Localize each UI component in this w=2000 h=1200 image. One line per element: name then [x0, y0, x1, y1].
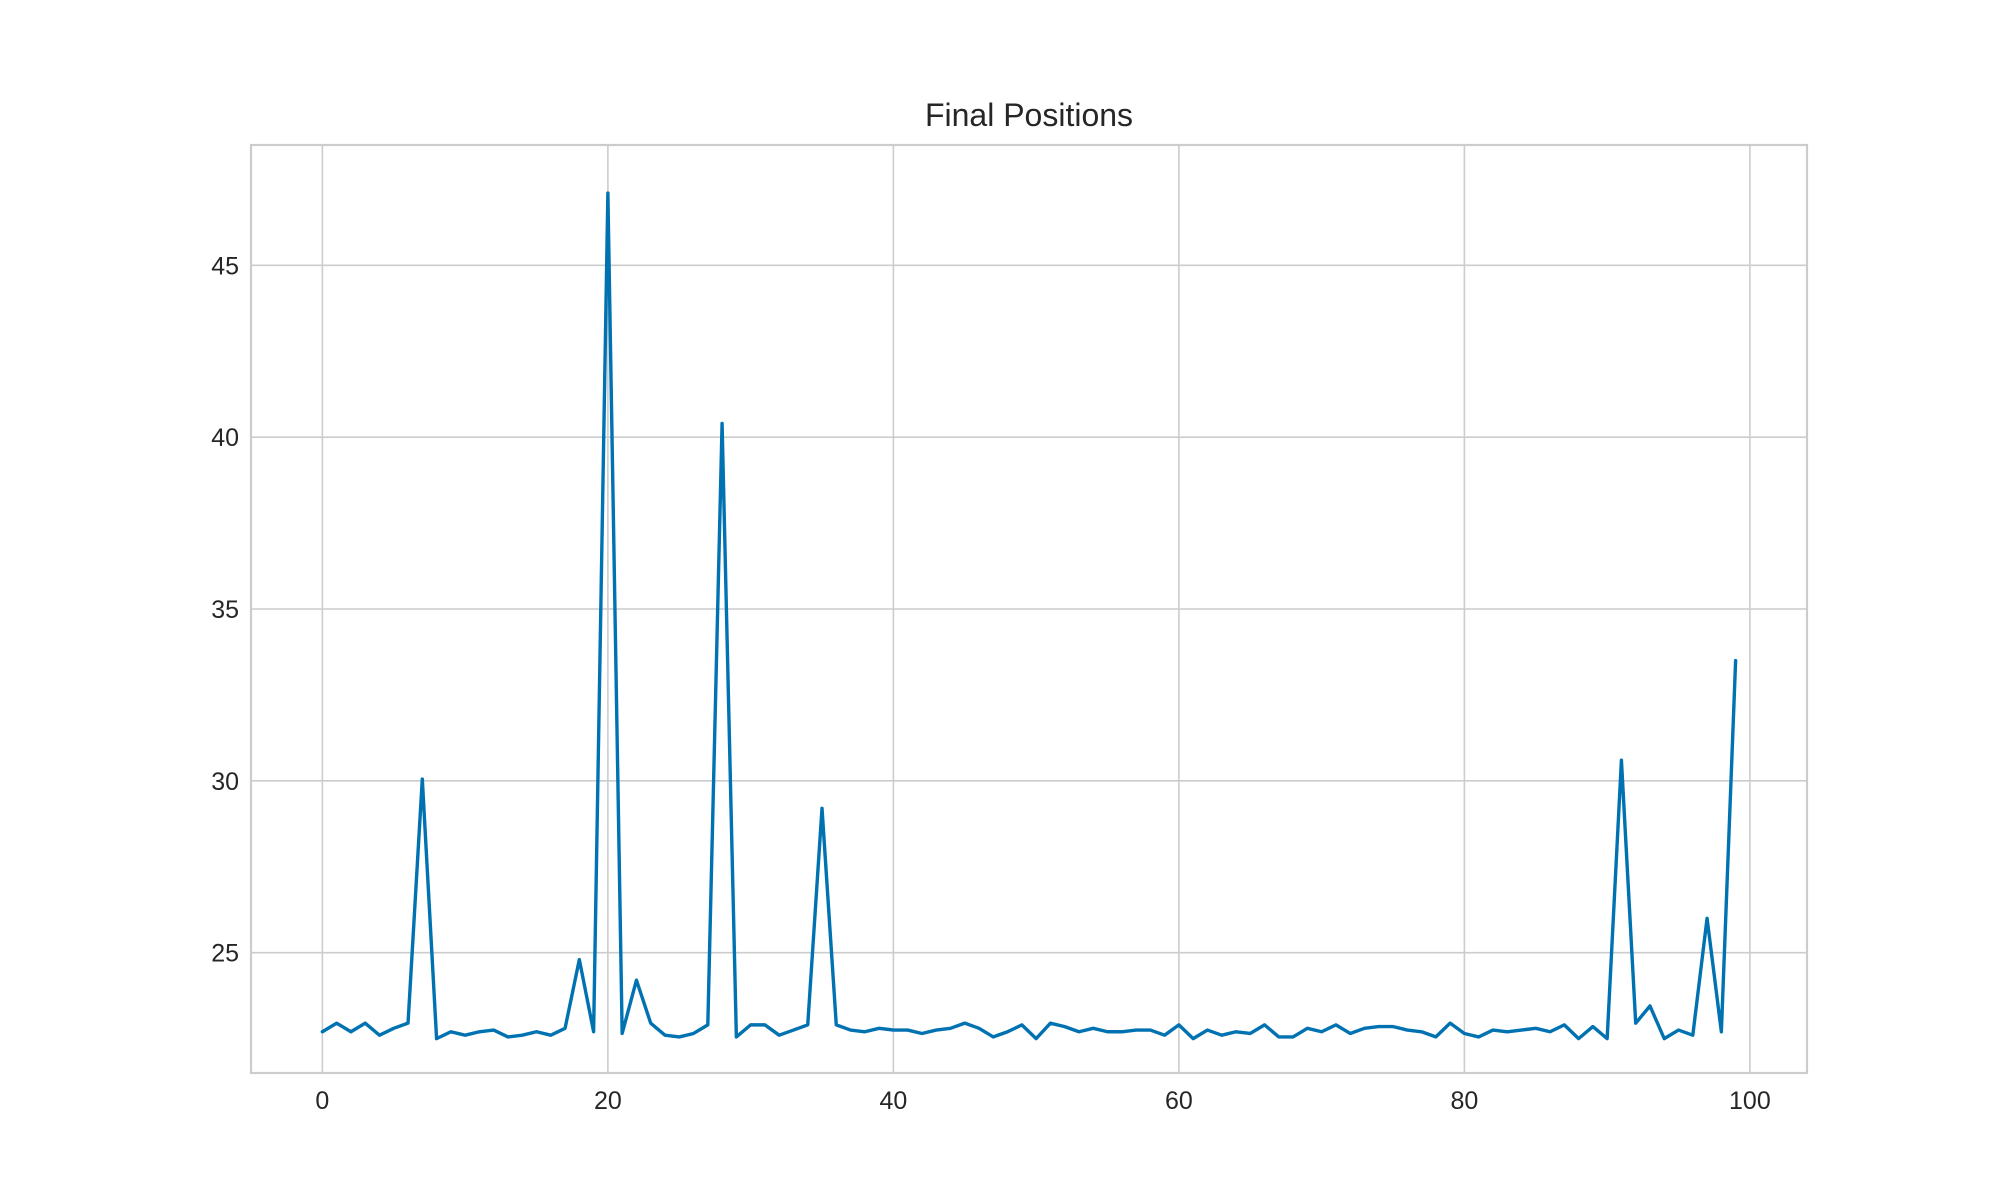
- x-tick-label-0: 0: [315, 1087, 329, 1115]
- x-tick-label-1: 20: [594, 1087, 622, 1115]
- y-tick-label-1: 30: [211, 768, 239, 796]
- y-tick-label-3: 40: [211, 424, 239, 452]
- y-tick-label-0: 25: [211, 940, 239, 968]
- y-tick-label-4: 45: [211, 252, 239, 280]
- series-line-0: [320, 191, 1738, 1041]
- plot-frame: [249, 143, 1809, 1075]
- series-layer: [320, 191, 1738, 1041]
- x-tick-label-2: 40: [879, 1087, 907, 1115]
- x-tick-label-3: 60: [1165, 1087, 1193, 1115]
- x-tick-labels: 0 20 40 60 80 100: [315, 1087, 1770, 1115]
- chart-title: Final Positions: [925, 97, 1133, 133]
- x-tick-label-5: 100: [1729, 1087, 1771, 1115]
- y-gridlines: [251, 264, 1807, 954]
- x-tick-label-4: 80: [1450, 1087, 1478, 1115]
- y-tick-labels: 25 30 35 40 45: [211, 252, 239, 967]
- y-tick-label-2: 35: [211, 596, 239, 624]
